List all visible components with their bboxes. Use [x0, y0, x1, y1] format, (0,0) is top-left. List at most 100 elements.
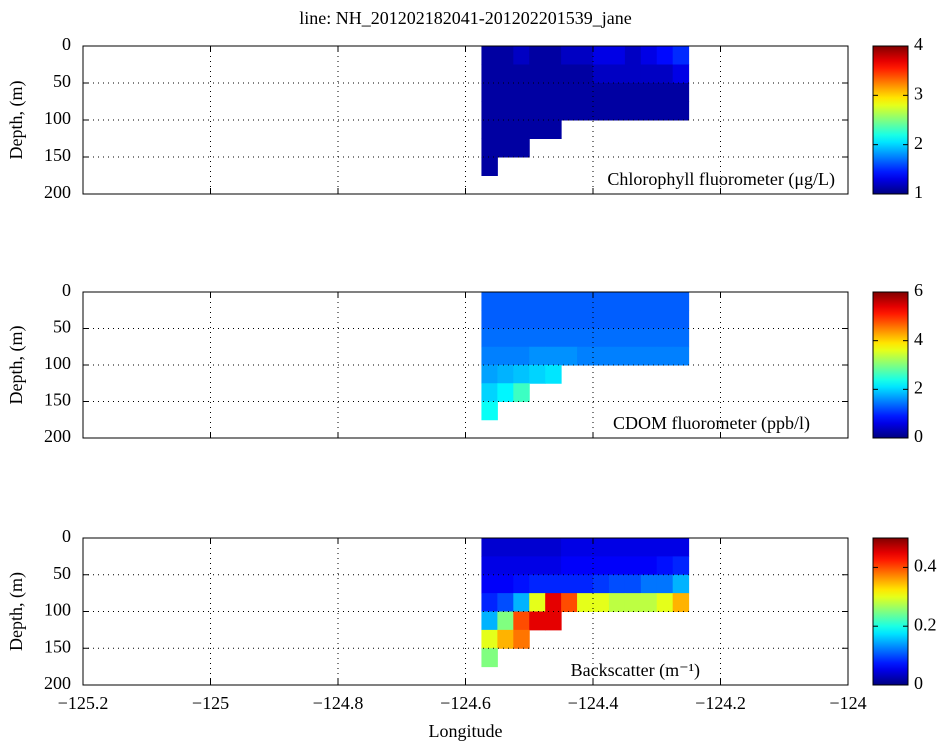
cell: [656, 538, 674, 557]
cell: [561, 574, 578, 594]
cell: [656, 83, 674, 102]
cell: [545, 101, 562, 121]
cell: [545, 292, 562, 311]
cell: [497, 138, 514, 158]
cell: [577, 538, 594, 557]
y-tick-label: 150: [44, 636, 71, 656]
cell: [640, 46, 658, 65]
y-axis-label: Depth, (m): [6, 81, 27, 160]
cell: [481, 328, 498, 348]
cell: [529, 120, 546, 139]
cell: [672, 328, 690, 348]
cell: [545, 556, 562, 576]
y-tick-label: 50: [53, 71, 71, 91]
y-tick-label: 200: [44, 182, 71, 202]
cell: [545, 593, 562, 612]
cell: [640, 346, 658, 366]
colorbar: [872, 45, 909, 195]
cell: [513, 101, 530, 121]
x-tick-label: −124.6: [440, 693, 491, 713]
x-tick-label: −124: [829, 693, 866, 713]
cell: [481, 101, 498, 121]
cell: [513, 556, 530, 576]
cell: [672, 292, 690, 311]
y-tick-label: 100: [44, 353, 71, 373]
cell: [513, 538, 530, 557]
cell: [672, 101, 690, 121]
cell: [656, 292, 674, 311]
cell: [608, 310, 626, 329]
cell: [624, 556, 642, 576]
y-tick-label: 150: [44, 390, 71, 410]
colorbar-tick-label: 3: [914, 83, 923, 103]
x-tick-label: −124.4: [568, 693, 619, 713]
cell: [497, 556, 514, 576]
y-tick-label: 0: [62, 34, 71, 54]
cell: [481, 629, 498, 649]
cell: [640, 64, 658, 84]
y-tick-label: 150: [44, 145, 71, 165]
cell: [481, 64, 498, 84]
y-tick-label: 0: [62, 526, 71, 546]
cell: [624, 83, 642, 102]
cell: [561, 556, 578, 576]
cell: [545, 83, 562, 102]
cell: [672, 64, 690, 84]
cell: [513, 365, 530, 384]
cell: [529, 556, 546, 576]
cell: [624, 310, 642, 329]
cell: [513, 120, 530, 139]
cell: [513, 310, 530, 329]
cell: [593, 538, 610, 557]
cell: [481, 346, 498, 366]
cell: [656, 346, 674, 366]
cell: [672, 46, 690, 65]
cell: [529, 46, 546, 65]
cell: [640, 328, 658, 348]
x-tick-label: −124.8: [313, 693, 364, 713]
cell: [672, 556, 690, 576]
cell: [593, 556, 610, 576]
cell: [481, 310, 498, 329]
cell: [640, 292, 658, 311]
cell: [529, 101, 546, 121]
cell: [624, 593, 642, 612]
cell: [577, 292, 594, 311]
cell: [497, 538, 514, 557]
cell: [545, 120, 562, 139]
cell: [577, 101, 594, 121]
cell: [513, 346, 530, 366]
cell: [529, 292, 546, 311]
cell: [497, 120, 514, 139]
cell: [561, 101, 578, 121]
y-tick-label: 0: [62, 280, 71, 300]
colorbar: [872, 291, 909, 439]
cell: [497, 346, 514, 366]
cell: [593, 83, 610, 102]
cell: [529, 365, 546, 384]
panel-label: CDOM fluorometer (ppb/l): [613, 413, 810, 434]
cell: [624, 574, 642, 594]
y-tick-label: 100: [44, 108, 71, 128]
cell: [497, 64, 514, 84]
cell: [545, 346, 562, 366]
cell: [481, 611, 498, 631]
cell: [608, 538, 626, 557]
cell: [513, 83, 530, 102]
cell: [481, 538, 498, 557]
colorbar: [872, 537, 909, 686]
cell: [497, 629, 514, 649]
cell: [656, 101, 674, 121]
cell: [672, 83, 690, 102]
y-tick-label: 100: [44, 600, 71, 620]
cell: [577, 310, 594, 329]
cell: [577, 328, 594, 348]
cell: [497, 83, 514, 102]
cell: [608, 346, 626, 366]
cell: [497, 310, 514, 329]
cell: [577, 574, 594, 594]
cell: [513, 611, 530, 631]
cell: [672, 593, 690, 612]
y-axis-label: Depth, (m): [6, 326, 27, 405]
